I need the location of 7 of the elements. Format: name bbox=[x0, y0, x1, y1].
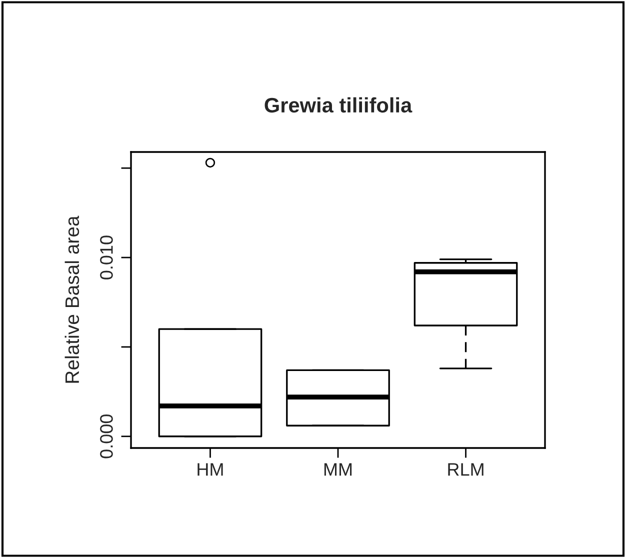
y-tick-label: 0.010 bbox=[100, 236, 113, 280]
chart-title: Grewia tiliifolia bbox=[264, 97, 412, 113]
x-tick-label: RLM bbox=[448, 463, 484, 476]
x-tick-label: MM bbox=[324, 463, 352, 476]
x-tick-label: HM bbox=[198, 463, 223, 476]
y-axis-title: Relative Basal area bbox=[64, 216, 80, 383]
y-tick-label: 0.000 bbox=[100, 414, 113, 458]
